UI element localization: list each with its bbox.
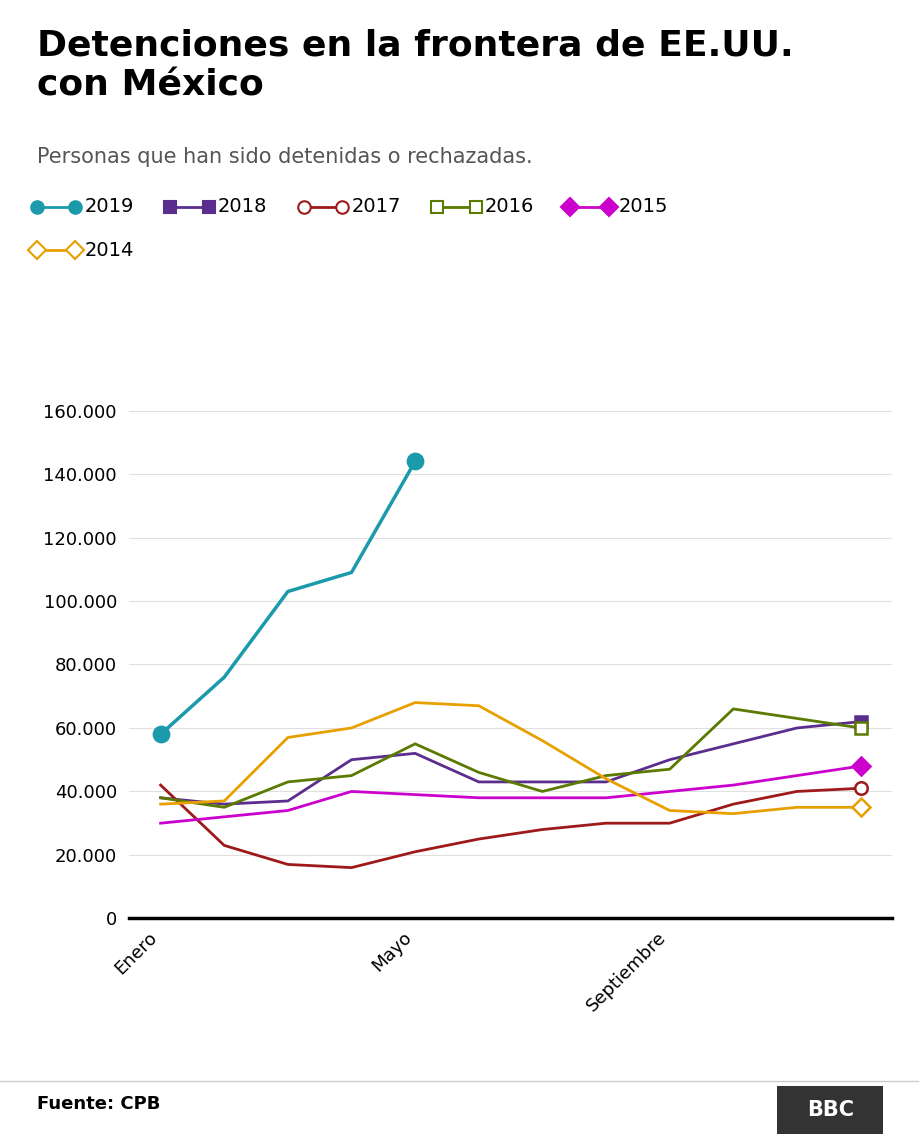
Text: 2016: 2016 xyxy=(484,197,534,216)
Text: 2014: 2014 xyxy=(85,241,134,259)
Text: Detenciones en la frontera de EE.UU.
con México: Detenciones en la frontera de EE.UU. con… xyxy=(37,29,792,102)
Text: 2019: 2019 xyxy=(85,197,134,216)
Text: 2018: 2018 xyxy=(218,197,267,216)
Text: 2017: 2017 xyxy=(351,197,401,216)
Text: Personas que han sido detenidas o rechazadas.: Personas que han sido detenidas o rechaz… xyxy=(37,147,532,166)
Text: BBC: BBC xyxy=(806,1100,853,1120)
Text: 2015: 2015 xyxy=(618,197,667,216)
Text: Fuente: CPB: Fuente: CPB xyxy=(37,1095,160,1114)
